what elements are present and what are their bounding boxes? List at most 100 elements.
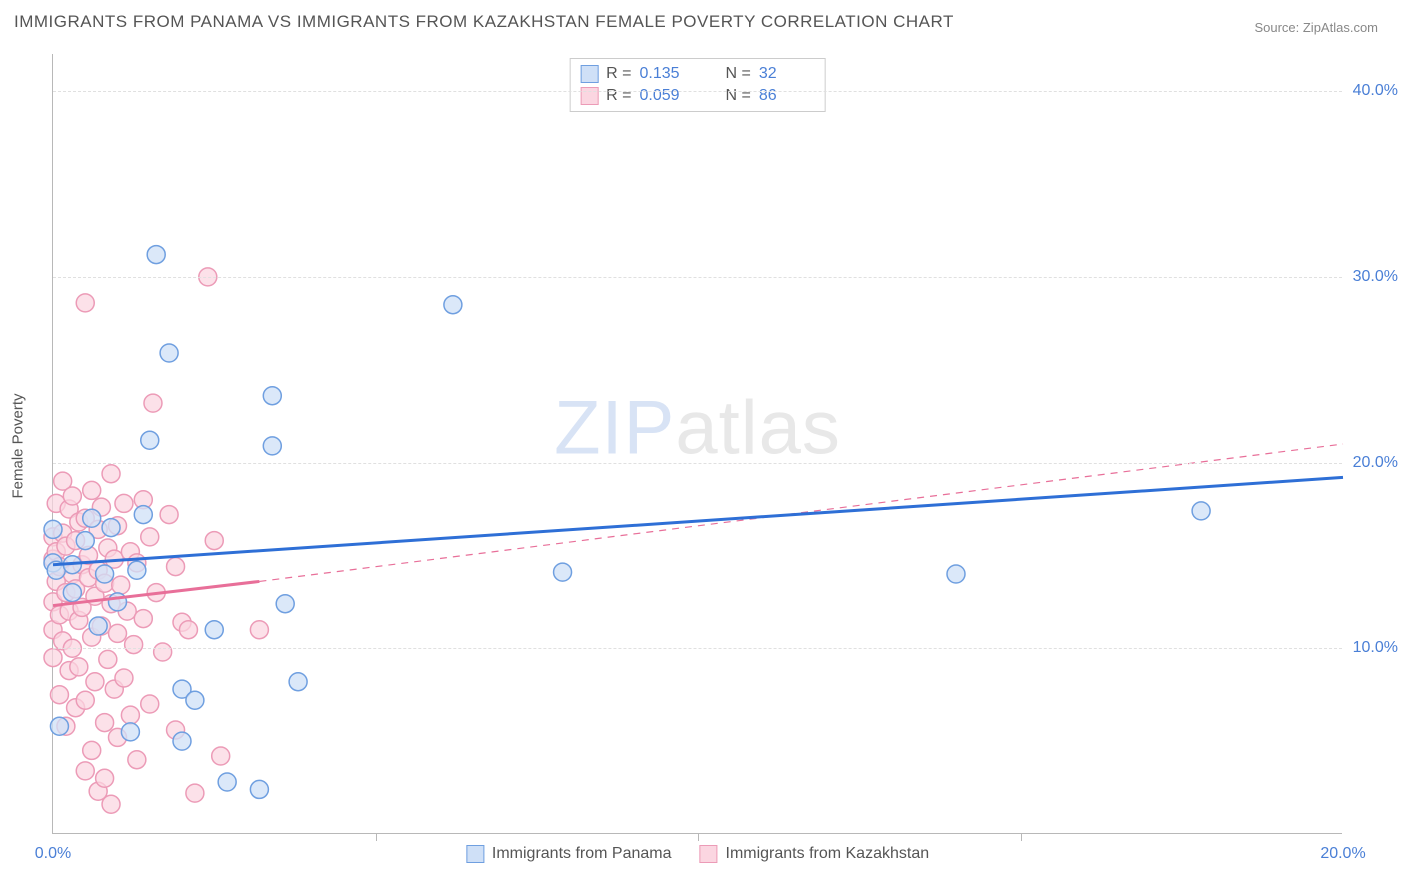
scatter-point [96, 714, 114, 732]
chart-container: IMMIGRANTS FROM PANAMA VS IMMIGRANTS FRO… [0, 0, 1406, 892]
legend-item-panama: Immigrants from Panama [466, 845, 672, 863]
scatter-point [63, 487, 81, 505]
scatter-point [121, 706, 139, 724]
scatter-point [167, 558, 185, 576]
swatch-panama [580, 65, 598, 83]
scatter-point [76, 691, 94, 709]
scatter-point [250, 621, 268, 639]
swatch-kazakhstan [699, 845, 717, 863]
y-tick-label: 30.0% [1353, 268, 1398, 286]
scatter-point [76, 294, 94, 312]
legend-label-panama: Immigrants from Panama [492, 845, 672, 863]
scatter-point [86, 673, 104, 691]
legend-row-panama: R = 0.135 N = 32 [580, 63, 815, 85]
scatter-point [134, 610, 152, 628]
y-tick-label: 20.0% [1353, 454, 1398, 472]
scatter-point [250, 780, 268, 798]
scatter-point [102, 519, 120, 537]
scatter-point [186, 784, 204, 802]
scatter-point [109, 593, 127, 611]
scatter-point [173, 732, 191, 750]
legend-label-kazakhstan: Immigrants from Kazakhstan [725, 845, 929, 863]
n-label: N = [726, 87, 751, 105]
legend-item-kazakhstan: Immigrants from Kazakhstan [699, 845, 929, 863]
scatter-point [186, 691, 204, 709]
gridline-h [53, 91, 1342, 92]
chart-svg [53, 54, 1342, 833]
scatter-point [205, 621, 223, 639]
scatter-point [289, 673, 307, 691]
scatter-point [147, 246, 165, 264]
scatter-point [112, 576, 130, 594]
scatter-point [70, 658, 88, 676]
r-label: R = [606, 65, 631, 83]
n-label: N = [726, 65, 751, 83]
scatter-point [947, 565, 965, 583]
scatter-point [99, 650, 117, 668]
scatter-point [128, 751, 146, 769]
y-axis-title: Female Poverty [10, 393, 27, 498]
source-attribution: Source: ZipAtlas.com [1254, 20, 1378, 35]
scatter-point [444, 296, 462, 314]
y-tick-label: 40.0% [1353, 82, 1398, 100]
scatter-point [179, 621, 197, 639]
scatter-point [160, 506, 178, 524]
scatter-point [83, 741, 101, 759]
scatter-point [125, 636, 143, 654]
scatter-point [115, 494, 133, 512]
trend-line [53, 477, 1343, 564]
scatter-point [44, 649, 62, 667]
scatter-point [89, 617, 107, 635]
x-tick [1021, 833, 1022, 841]
scatter-point [276, 595, 294, 613]
gridline-h [53, 277, 1342, 278]
n-value-kazakhstan: 86 [759, 87, 815, 105]
swatch-panama [466, 845, 484, 863]
scatter-point [141, 695, 159, 713]
scatter-point [134, 506, 152, 524]
gridline-h [53, 648, 1342, 649]
series-legend: Immigrants from Panama Immigrants from K… [466, 845, 929, 863]
scatter-point [554, 563, 572, 581]
x-tick-label: 20.0% [1320, 845, 1365, 863]
scatter-point [141, 431, 159, 449]
scatter-point [218, 773, 236, 791]
x-tick-label: 0.0% [35, 845, 71, 863]
scatter-point [44, 520, 62, 538]
scatter-point [1192, 502, 1210, 520]
scatter-point [128, 561, 146, 579]
scatter-point [50, 686, 68, 704]
scatter-point [141, 528, 159, 546]
scatter-point [96, 769, 114, 787]
scatter-point [76, 762, 94, 780]
scatter-point [121, 723, 139, 741]
chart-title: IMMIGRANTS FROM PANAMA VS IMMIGRANTS FRO… [14, 12, 954, 32]
x-tick [698, 833, 699, 841]
r-label: R = [606, 87, 631, 105]
scatter-point [144, 394, 162, 412]
scatter-point [154, 643, 172, 661]
r-value-panama: 0.135 [640, 65, 696, 83]
swatch-kazakhstan [580, 87, 598, 105]
r-value-kazakhstan: 0.059 [640, 87, 696, 105]
scatter-point [50, 717, 68, 735]
legend-row-kazakhstan: R = 0.059 N = 86 [580, 85, 815, 107]
scatter-point [115, 669, 133, 687]
x-tick [376, 833, 377, 841]
scatter-point [83, 509, 101, 527]
plot-area: ZIPatlas R = 0.135 N = 32 R = 0.059 N = … [52, 54, 1342, 834]
scatter-point [160, 344, 178, 362]
scatter-point [76, 532, 94, 550]
y-tick-label: 10.0% [1353, 639, 1398, 657]
scatter-point [212, 747, 230, 765]
gridline-h [53, 463, 1342, 464]
scatter-point [109, 624, 127, 642]
scatter-point [263, 387, 281, 405]
scatter-point [96, 565, 114, 583]
n-value-panama: 32 [759, 65, 815, 83]
scatter-point [102, 465, 120, 483]
scatter-point [102, 795, 120, 813]
correlation-legend: R = 0.135 N = 32 R = 0.059 N = 86 [569, 58, 826, 112]
scatter-point [205, 532, 223, 550]
scatter-point [83, 481, 101, 499]
